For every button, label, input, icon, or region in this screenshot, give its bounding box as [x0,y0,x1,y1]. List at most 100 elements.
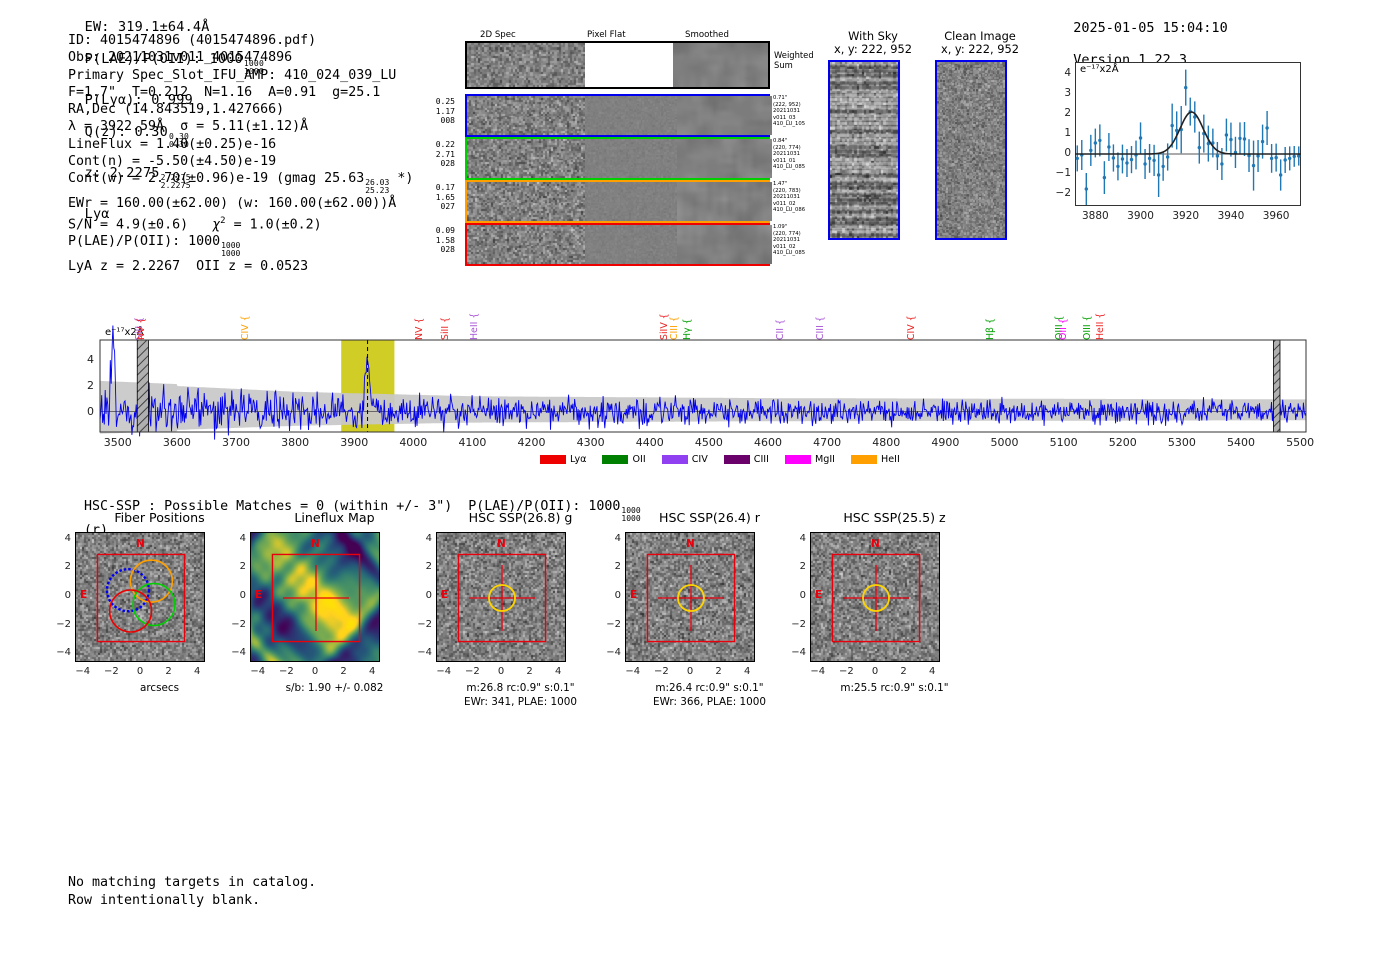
header-redshift-range: 2.2275 2.2275 [160,173,191,190]
fiber-circle-0 [105,568,151,613]
hsc-match-text: HSC-SSP : Possible Matches = 0 (within +… [84,499,621,514]
bottom-panel-ytick-4-3: −2 [791,618,806,630]
bottom-panel-ytick-2-1: 2 [425,561,432,573]
bottom-panel-ytick-3-1: 2 [614,561,621,573]
fiber-strip-1-meta: 0.84" (220, 774) 20211031 v011_01 410_LU_085 [773,138,806,171]
aperture-circle [862,584,890,612]
ifu-footprint-box [457,553,547,643]
bottom-panel-title-1: Lineflux Map [294,510,375,525]
fiber-strip-2-cell-0 [467,182,585,221]
fiber-strip-2[interactable] [465,180,772,223]
bottom-panel-ytick-2-2: 0 [425,590,432,601]
fiber-strip-1[interactable] [465,137,772,180]
bottom-panel-ytick-0-3: −2 [56,618,71,630]
bottom-panel-ytick-0-1: 2 [64,561,71,573]
fiber-circle-3 [108,589,153,633]
fiber-strip-1-left-values: 0.22 2.71 028 [435,140,455,168]
info-redshifts: LyA z = 2.2267 OII z = 0.0523 [68,259,309,275]
legend-item-ciii: CIII [723,454,769,465]
info-radec: RA,Dec (14.843519,1.427666) [68,102,285,118]
emission-line-label-cii-9: CII { [775,318,787,340]
error-band [100,380,1306,434]
spectrum-unit-label: e⁻¹⁷x2Å [105,327,144,338]
legend-item-mgii: MgII [784,454,835,465]
info-primary-spec: Primary Spec_Slot_IFU_AMP: 410_024_039_L… [68,67,397,83]
bottom-panel-caption-4: m:25.5 rc:0.9" s:0.1" [840,682,949,694]
line-profile-ytick: 0 [1064,147,1071,159]
bottom-panel-xtick-0-4: 4 [194,666,201,677]
spectrum-ytick: 0 [87,404,94,418]
ifu-footprint-box [271,553,361,643]
cutout-image-1[interactable] [935,60,1007,240]
bottom-panel-image-4[interactable] [810,532,940,662]
bottom-panel-xtick-2-2: 0 [497,666,505,677]
info-lineflux: LineFlux = 1.40(±0.25)e-16 [68,136,277,152]
line-profile-axes [1075,62,1301,206]
fiber-strip-0-cell-0 [467,96,585,135]
cutout-image-0[interactable] [828,60,900,240]
compass-north-3: N [686,538,695,550]
fiber-strip-2-cell-2 [677,182,772,221]
header-plae-range: 1000 1000 [243,59,264,76]
bottom-panel-ytick-0-2: 0 [64,590,71,601]
bottom-panel-ytick-0-0: 4 [64,532,71,544]
bottom-panel-image-3[interactable] [625,532,755,662]
emission-line-label-nv-3: NV { [414,317,426,340]
line-profile-xtick: 3880 [1081,210,1109,222]
bottom-panel-xtick-4-1: −2 [839,666,854,677]
bottom-panel-xtick-3-1: −2 [654,666,669,677]
bottom-panel-ytick-3-4: −4 [606,647,621,659]
spectrum-xtick: 4100 [458,436,487,449]
emission-line-label-hγ-8: Hγ { [681,318,693,340]
header-line-type: Lyα [84,206,110,222]
bottom-panel-overlay-4 [831,553,921,643]
fiber-strip-1-cell-0 [467,139,585,178]
emission-line-label-oii-14: OII { [1057,318,1069,340]
bottom-panel-ytick-4-2: 0 [799,590,806,601]
bottom-panel-image-1[interactable] [250,532,380,662]
bottom-panel-image-0[interactable] [75,532,205,662]
bottom-panel-xtick-0-0: −4 [75,666,91,677]
source-info-block: ID: 4015474896 (4015474896.pdf) Obs: 202… [68,32,413,276]
bottom-panel-overlay-2 [457,553,547,643]
fiber-strip-0[interactable] [465,94,772,137]
line-profile-ytick: 1 [1064,127,1071,139]
legend-item-lyα: Lyα [540,454,586,465]
bottom-panel-ytick-1-3: −2 [231,618,246,630]
ifu-footprint-box [831,553,921,643]
spectrum-legend: Lyα OII CIV CIII MgII HeII [540,454,900,465]
bottom-panel-title-4: HSC SSP(25.5) z [843,510,946,525]
info-plae: P(LAE)/P(OII): 1000 1000 1000 [68,234,241,259]
emission-line-label-ciii-10: CIII { [815,316,827,340]
bottom-panel-title-3: HSC SSP(26.4) r [659,510,760,525]
info-seeing-params: F=1.7" T=0.212 N=1.16 A=0.91 g=25.1 [68,84,381,100]
compass-east-1: E [255,589,263,601]
spectrum-xtick: 3600 [162,436,191,449]
aperture-circle [677,584,705,612]
fiber-strip-3[interactable] [465,223,772,266]
bottom-panel-image-2[interactable] [436,532,566,662]
line-profile-xtick: 3920 [1172,210,1200,222]
spectrum-xtick: 3800 [281,436,310,449]
aperture-circle [488,584,516,612]
bottom-panel-xtick-1-3: 2 [340,666,347,677]
col-header-2dspec: 2D Spec [480,30,516,40]
spectrum-xtick: 4500 [694,436,723,449]
compass-east-2: E [441,589,449,601]
spectrum-xtick: 4000 [399,436,428,449]
fiber-strip-3-meta: 1.09" (220, 774) 20211031 v011_02 410_LU_085 [773,224,806,257]
line-profile-xtick: 3900 [1127,210,1154,222]
cutout-title-0: With Sky [848,29,898,43]
report-datetime: 2025-01-05 15:04:10 [1073,20,1228,36]
full-spectrum-canvas [99,325,1307,440]
bottom-panel-ytick-4-4: −4 [791,647,806,659]
bottom-panel-ytick-2-0: 4 [425,532,432,544]
bottom-panel-ytick-1-4: −4 [231,647,246,659]
bottom-panel-xtick-1-4: 4 [369,666,376,677]
col-header-smoothed: Smoothed [685,30,729,40]
spectrum-trace [99,325,1307,440]
bottom-panel-xtick-0-2: 0 [136,666,144,677]
emission-line-label-ciii-6: CIII { [668,316,680,340]
bottom-panel-caption-1: s/b: 1.90 +/- 0.082 [285,682,384,694]
legend-swatch-heii [851,455,877,464]
